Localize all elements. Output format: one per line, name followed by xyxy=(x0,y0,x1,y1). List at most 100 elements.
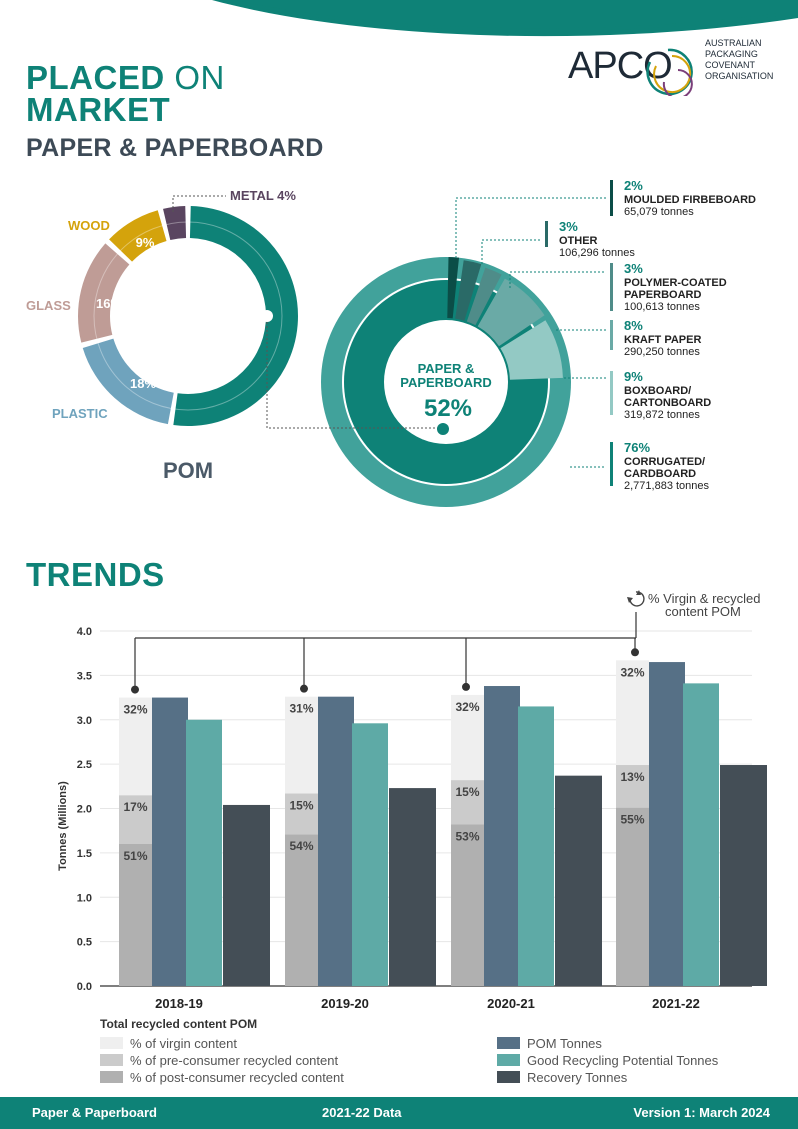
stack-virgin-bar xyxy=(451,694,484,781)
legend-label: % of virgin content xyxy=(130,1036,237,1051)
footer-bar: Paper & Paperboard 2021-22 Data Version … xyxy=(0,1097,798,1129)
stack-pre-consumer-bar xyxy=(119,795,152,844)
stack-virgin-bar xyxy=(285,696,318,794)
header-swoosh xyxy=(212,0,798,37)
callout-pct: 2% xyxy=(624,178,643,193)
pom-inner-ring xyxy=(93,221,283,411)
y-tick-label: 4.0 xyxy=(77,626,92,638)
bar-recovery-tonnes xyxy=(720,765,767,986)
pp-center-title-1: PAPER & xyxy=(418,361,475,376)
pom-to-breakdown-connector xyxy=(172,195,449,435)
stack-pre-consumer-label: 15% xyxy=(455,785,479,799)
annotation-line-1: % Virgin & recycled xyxy=(648,591,760,606)
callout-name: CORRUGATED/ xyxy=(624,456,705,468)
callout-name: CARTONBOARD xyxy=(624,397,711,409)
stack-virgin-label: 31% xyxy=(289,702,313,716)
stack-post-consumer-bar xyxy=(451,824,484,986)
logo-org-line-1: AUSTRALIAN xyxy=(705,38,762,48)
pom-slice-plastic xyxy=(82,338,174,425)
legend-label: Recovery Tonnes xyxy=(527,1070,628,1085)
stack-post-consumer-bar xyxy=(616,807,649,986)
callout-tonnes: 319,872 tonnes xyxy=(624,409,700,421)
bar-pom-tonnes xyxy=(318,696,354,986)
bar-recovery-tonnes xyxy=(555,775,602,986)
stack-virgin-bar xyxy=(616,660,649,766)
callout-pct: 3% xyxy=(559,219,578,234)
callout-pct: 8% xyxy=(624,318,643,333)
legend-swatch xyxy=(497,1071,520,1083)
pom-plastic-label: PLASTIC xyxy=(52,406,108,421)
pom-metal-label: METAL 4% xyxy=(230,188,296,203)
bracket-dot xyxy=(300,684,308,693)
callout-name: PAPERBOARD xyxy=(624,289,701,301)
bar-good-recycling-potential-tonnes xyxy=(518,706,554,986)
stack-post-consumer-label: 55% xyxy=(620,813,644,827)
footer-left: Paper & Paperboard xyxy=(32,1105,157,1120)
y-tick-label: 0.5 xyxy=(77,937,92,949)
callout-bar xyxy=(610,320,613,350)
legend-label: % of post-consumer recycled content xyxy=(130,1070,344,1085)
paper-breakdown-donut-chart xyxy=(321,257,571,507)
pom-label: POM xyxy=(163,458,213,483)
title-bold: PLACED xyxy=(26,59,165,96)
legend-swatch xyxy=(497,1037,520,1049)
title-light: ON xyxy=(174,59,225,96)
annotation-line-2: content POM xyxy=(665,604,741,619)
x-tick-label: 2018-19 xyxy=(155,996,203,1011)
callout-bar xyxy=(610,263,613,311)
stack-pre-consumer-label: 13% xyxy=(620,770,644,784)
x-tick-label: 2021-22 xyxy=(652,996,700,1011)
legend-label: Good Recycling Potential Tonnes xyxy=(527,1053,719,1068)
bar-pom-tonnes xyxy=(484,686,520,986)
page-subtitle: PAPER & PAPERBOARD xyxy=(26,134,324,162)
pom-plastic-pct: 18% xyxy=(130,376,156,391)
pp-center-title-2: PAPERBOARD xyxy=(400,375,492,390)
callout-pct: 76% xyxy=(624,440,650,455)
bracket-dot xyxy=(631,648,639,657)
pp-slice-moulded-firbeboard xyxy=(447,257,460,319)
stack-pre-consumer-label: 15% xyxy=(289,798,313,812)
stack-pre-consumer-bar xyxy=(616,765,649,808)
bracket-dot xyxy=(131,685,139,694)
callout-tonnes: 106,296 tonnes xyxy=(559,247,635,259)
pom-slice-metal xyxy=(163,206,187,241)
y-axis-label: Tonnes (Millions) xyxy=(57,781,69,871)
footer-right: Version 1: March 2024 xyxy=(633,1105,770,1120)
legend-title: Total recycled content POM xyxy=(100,1017,257,1031)
legend-swatch xyxy=(100,1071,123,1083)
y-tick-label: 2.5 xyxy=(77,759,92,771)
chart-brackets xyxy=(131,612,639,694)
logo-ring-icon xyxy=(646,48,693,96)
stack-virgin-label: 32% xyxy=(620,665,644,679)
pom-wood-label: WOOD xyxy=(68,218,110,233)
callout-bar xyxy=(610,371,613,415)
logo-org-line-2: PACKAGING xyxy=(705,49,758,59)
stack-pre-consumer-bar xyxy=(451,780,484,825)
x-tick-label: 2019-20 xyxy=(321,996,369,1011)
callout-pct: 9% xyxy=(624,369,643,384)
pp-slice-kraft-paper xyxy=(477,278,545,347)
legend-swatch xyxy=(100,1037,123,1049)
page-title-block: PLACED ON MARKET PAPER & PAPERBOARD xyxy=(26,59,324,163)
stack-virgin-label: 32% xyxy=(123,703,147,717)
stack-post-consumer-label: 51% xyxy=(123,849,147,863)
bar-good-recycling-potential-tonnes xyxy=(683,683,719,986)
recycle-icon xyxy=(627,590,645,607)
callout-name: CARDBOARD xyxy=(624,468,696,480)
y-tick-label: 0.0 xyxy=(77,981,92,993)
bracket-dot xyxy=(462,682,470,691)
legend-label: POM Tonnes xyxy=(527,1036,602,1051)
pom-slice-glass xyxy=(78,243,130,343)
callout-name: POLYMER-COATED xyxy=(624,277,727,289)
chart-legend: Total recycled content POM % of virgin co… xyxy=(100,1017,719,1085)
bar-good-recycling-potential-tonnes xyxy=(186,719,222,986)
stack-pre-consumer-label: 17% xyxy=(123,800,147,814)
stack-pre-consumer-bar xyxy=(285,793,318,835)
recycle-annotation: % Virgin & recycled content POM xyxy=(627,590,760,619)
pom-glass-label: GLASS xyxy=(26,298,71,313)
apco-logo: APCO AUSTRALIAN PACKAGING COVENANT ORGAN… xyxy=(568,38,773,96)
stack-post-consumer-bar xyxy=(285,834,318,986)
